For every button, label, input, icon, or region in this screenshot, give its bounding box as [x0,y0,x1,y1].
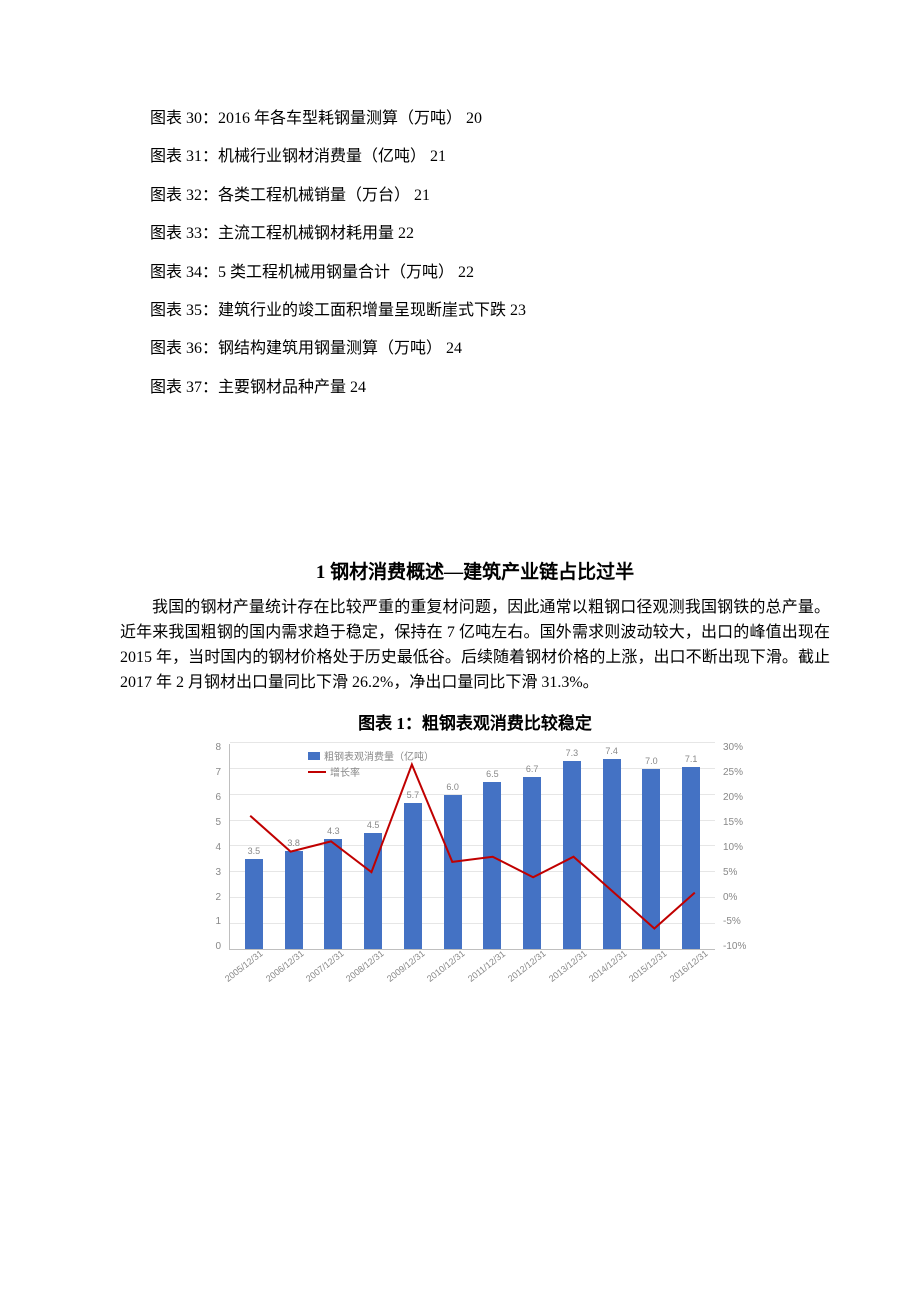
y-left-tick: 5 [215,817,221,828]
y-right-tick: 5% [723,867,737,878]
grid-line [230,742,715,743]
plot-area: 粗钢表观消费量（亿吨） 增长率 3.53.84.34.55.76.06.56.7… [229,744,715,950]
y-right-tick: 0% [723,892,737,903]
x-tick-label: 2013/12/31 [547,949,589,985]
bar [324,839,342,950]
y-left-tick: 6 [215,792,221,803]
bar-slot: 4.5 [353,744,393,949]
x-tick-label: 2011/12/31 [466,949,507,984]
x-tick-label: 2016/12/31 [668,949,710,985]
bar-value-label: 4.3 [327,826,340,836]
bar-value-label: 6.7 [526,764,539,774]
x-tick-label: 2010/12/31 [425,949,467,985]
x-tick-label: 2009/12/31 [385,949,427,985]
bar [404,803,422,950]
toc-item: 图表 32：各类工程机械销量（万台） 21 [150,177,800,215]
x-tick-label: 2012/12/31 [506,949,548,985]
bar-slot: 6.7 [512,744,552,949]
toc-item: 图表 36：钢结构建筑用钢量测算（万吨） 24 [150,330,800,368]
bar-slot: 7.0 [632,744,672,949]
bar-value-label: 6.5 [486,769,499,779]
toc-item: 图表 31：机械行业钢材消费量（亿吨） 21 [150,138,800,176]
chart-title: 图表 1：粗钢表观消费比较稳定 [150,709,800,734]
document-body: 图表 30：2016 年各车型耗钢量测算（万吨） 20 图表 31：机械行业钢材… [0,0,920,1032]
y-right-tick: 25% [723,767,743,778]
bar-slot: 7.4 [592,744,632,949]
bar-value-label: 7.0 [645,756,658,766]
toc-item: 图表 35：建筑行业的竣工面积增量呈现断崖式下跌 23 [150,292,800,330]
x-tick-label: 2005/12/31 [223,949,265,985]
bar [563,761,581,949]
chart-container: 876543210 30%25%20%15%10%5%0%-5%-10% 粗钢表… [150,742,800,1032]
bars-group: 3.5 3.8 4.3 4.5 5.7 6.0 6.5 6.7 7.3 7.4 7.0 7.1 [230,744,715,949]
toc-item: 图表 33：主流工程机械钢材耗用量 22 [150,215,800,253]
y-right-tick: 10% [723,842,743,853]
y-axis-left: 8 7 6 5 4 3 2 1 0 [195,742,221,952]
combo-chart: 876543210 30%25%20%15%10%5%0%-5%-10% 粗钢表… [195,742,755,1032]
bar-slot: 7.3 [552,744,592,949]
y-right-tick: 30% [723,742,743,753]
y-right-tick: -10% [723,941,746,952]
bar-value-label: 3.5 [248,846,261,856]
bar [364,833,382,949]
bar-value-label: 7.1 [685,754,698,764]
y-left-tick: 0 [215,941,221,952]
y-right-tick: 20% [723,792,743,803]
toc-item: 图表 34：5 类工程机械用钢量合计（万吨） 22 [150,254,800,292]
bar-slot: 3.8 [274,744,314,949]
toc-item: 图表 30：2016 年各车型耗钢量测算（万吨） 20 [150,100,800,138]
toc-list: 图表 30：2016 年各车型耗钢量测算（万吨） 20 图表 31：机械行业钢材… [150,100,800,407]
bar-slot: 6.5 [473,744,513,949]
bar-slot: 7.1 [671,744,711,949]
bar-slot: 4.3 [314,744,354,949]
y-left-tick: 1 [215,916,221,927]
bar-value-label: 3.8 [287,838,300,848]
bar-value-label: 6.0 [446,782,459,792]
y-right-tick: -5% [723,916,741,927]
y-left-tick: 7 [215,767,221,778]
bar [285,851,303,949]
bar-value-label: 5.7 [407,790,420,800]
toc-item: 图表 37：主要钢材品种产量 24 [150,369,800,407]
x-tick-label: 2008/12/31 [344,949,386,985]
bar-value-label: 7.3 [566,748,579,758]
y-left-tick: 8 [215,742,221,753]
y-left-tick: 4 [215,842,221,853]
bar-slot: 3.5 [234,744,274,949]
bar [245,859,263,949]
bar [682,767,700,950]
bar-value-label: 4.5 [367,820,380,830]
bar [642,769,660,949]
x-axis: 2005/12/312006/12/312007/12/312008/12/31… [229,956,715,1016]
x-tick-label: 2014/12/31 [587,949,629,985]
y-axis-right: 30% 25% 20% 15% 10% 5% 0% -5% -10% [723,742,755,952]
bar-slot: 5.7 [393,744,433,949]
y-left-tick: 3 [215,867,221,878]
bar [523,777,541,950]
x-tick-label: 2007/12/31 [304,949,346,985]
body-paragraph: 我国的钢材产量统计存在比较严重的重复材问题，因此通常以粗钢口径观测我国钢铁的总产… [120,596,830,695]
x-tick-label: 2006/12/31 [264,949,306,985]
bar-value-label: 7.4 [605,746,618,756]
bar-slot: 6.0 [433,744,473,949]
y-left-tick: 2 [215,892,221,903]
bar [603,759,621,950]
y-right-tick: 15% [723,817,743,828]
x-tick-label: 2015/12/31 [627,949,669,985]
bar [483,782,501,949]
section-heading: 1 钢材消费概述—建筑产业链占比过半 [150,557,800,584]
bar [444,795,462,950]
